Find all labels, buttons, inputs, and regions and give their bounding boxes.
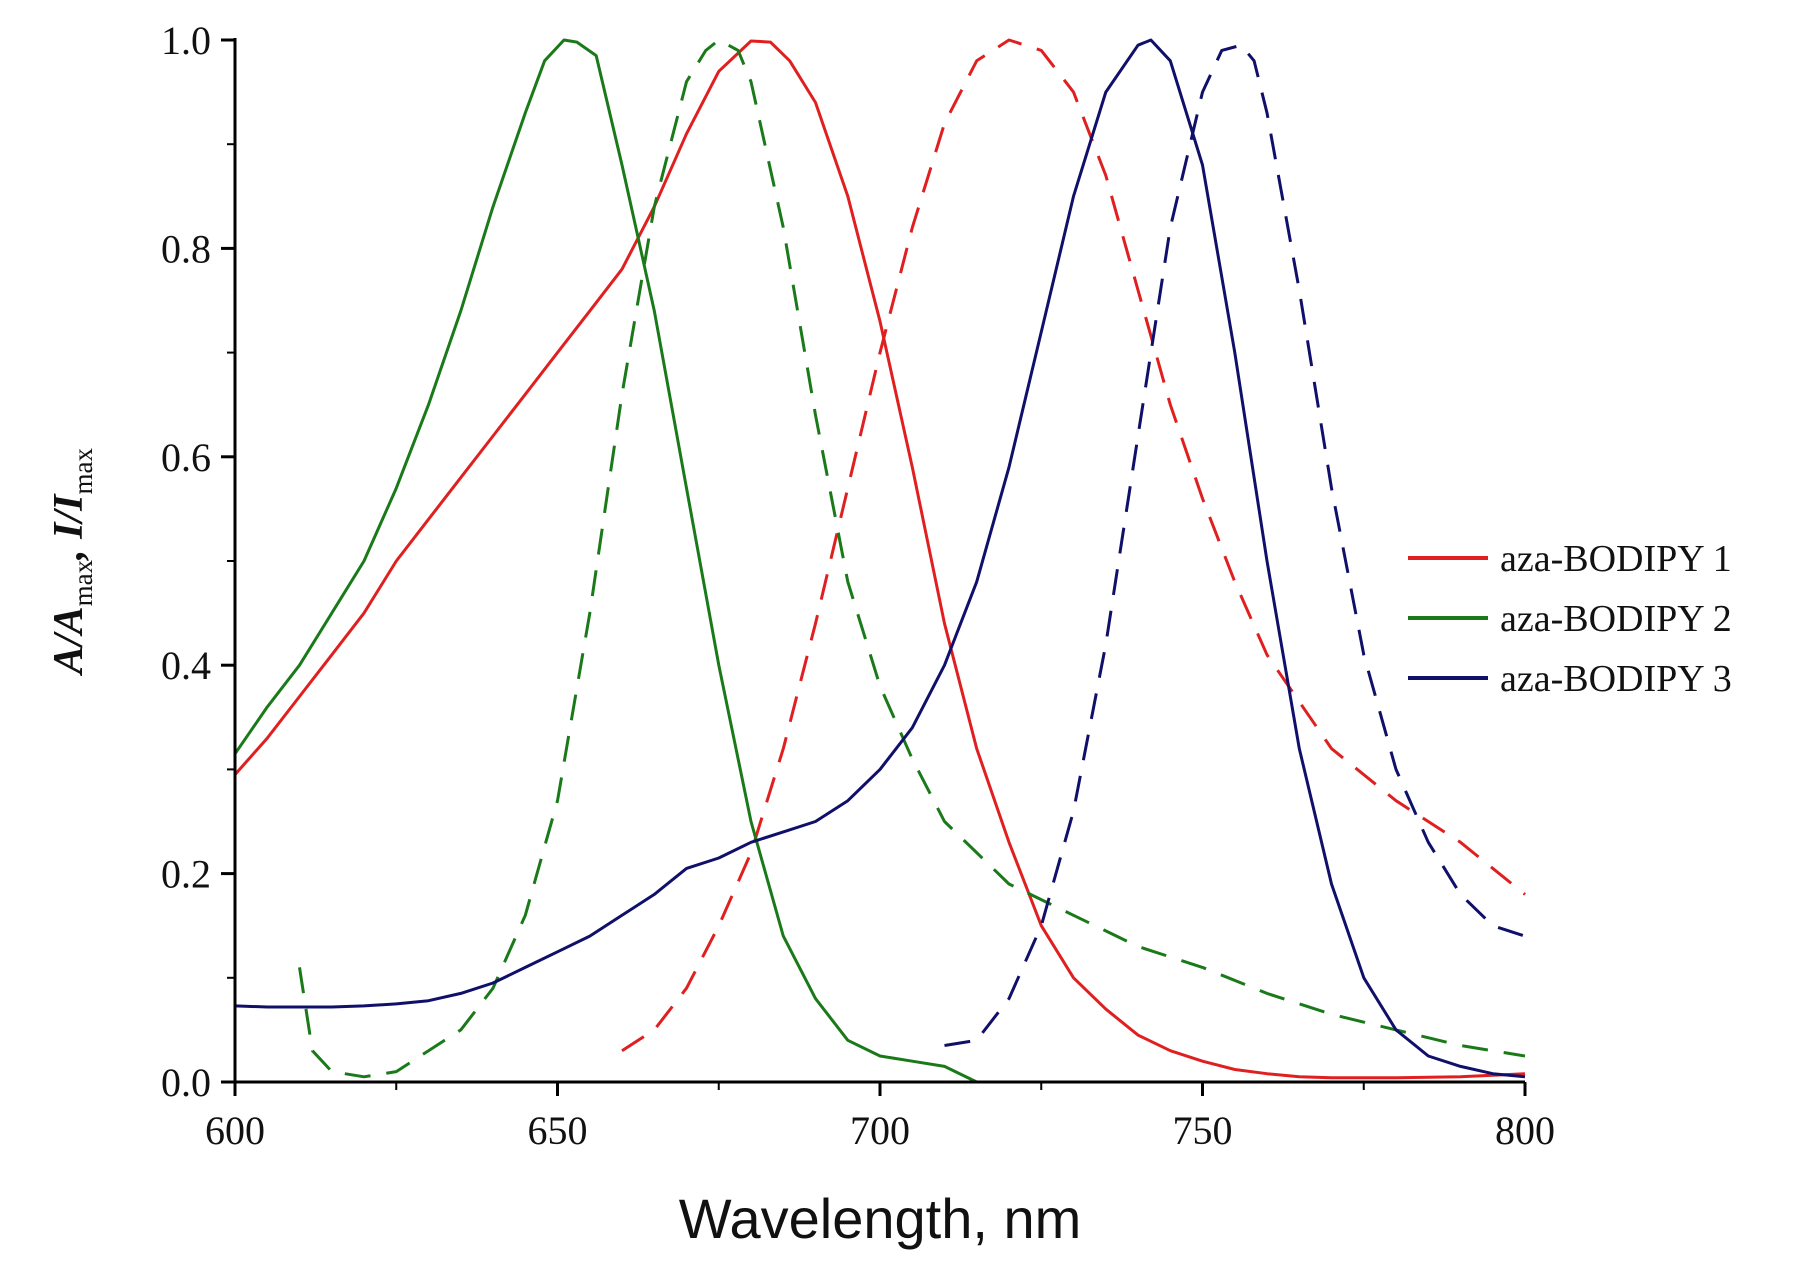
- series-layer: [233, 38, 1526, 1084]
- y-axis-label: A/Amax, I/Imax: [46, 447, 98, 677]
- y-tick-label: 0.2: [161, 852, 211, 897]
- x-tick-label: 750: [1173, 1108, 1233, 1153]
- y-tick-label: 1.0: [161, 18, 211, 63]
- y-label-part: A/A: [46, 606, 92, 677]
- series-line-4: [298, 38, 1526, 1079]
- series-line-3: [233, 38, 978, 1084]
- y-tick-label: 0.0: [161, 1060, 211, 1105]
- x-tick-label: 800: [1495, 1108, 1555, 1153]
- series-line-5: [234, 38, 1526, 1079]
- y-label-subscript: max: [68, 447, 98, 494]
- series-line-1: [233, 39, 1526, 1080]
- x-axis-label: Wavelength, nm: [679, 1187, 1082, 1250]
- legend: aza-BODIPY 1 aza-BODIPY 2 aza-BODIPY 3: [1408, 538, 1732, 700]
- axes-layer: [233, 38, 1525, 1084]
- x-tick-label: 600: [205, 1108, 265, 1153]
- series-line-2: [621, 38, 1526, 1052]
- y-tick-label: 0.8: [161, 226, 211, 271]
- legend-label-3: aza-BODIPY 3: [1500, 658, 1732, 700]
- x-tick-label: 700: [850, 1108, 910, 1153]
- y-label-part: , I/I: [46, 493, 92, 561]
- y-tick-label: 0.6: [161, 435, 211, 480]
- legend-label-1: aza-BODIPY 1: [1500, 538, 1732, 580]
- legend-label-2: aza-BODIPY 2: [1500, 598, 1732, 640]
- y-label-subscript: max: [68, 559, 98, 606]
- y-tick-label: 0.4: [161, 643, 211, 688]
- ticks-layer: 600 650 700 750 800 0.0 0.2 0.4 0.6 0.8 1.0: [161, 18, 1555, 1153]
- x-tick-label: 650: [528, 1108, 588, 1153]
